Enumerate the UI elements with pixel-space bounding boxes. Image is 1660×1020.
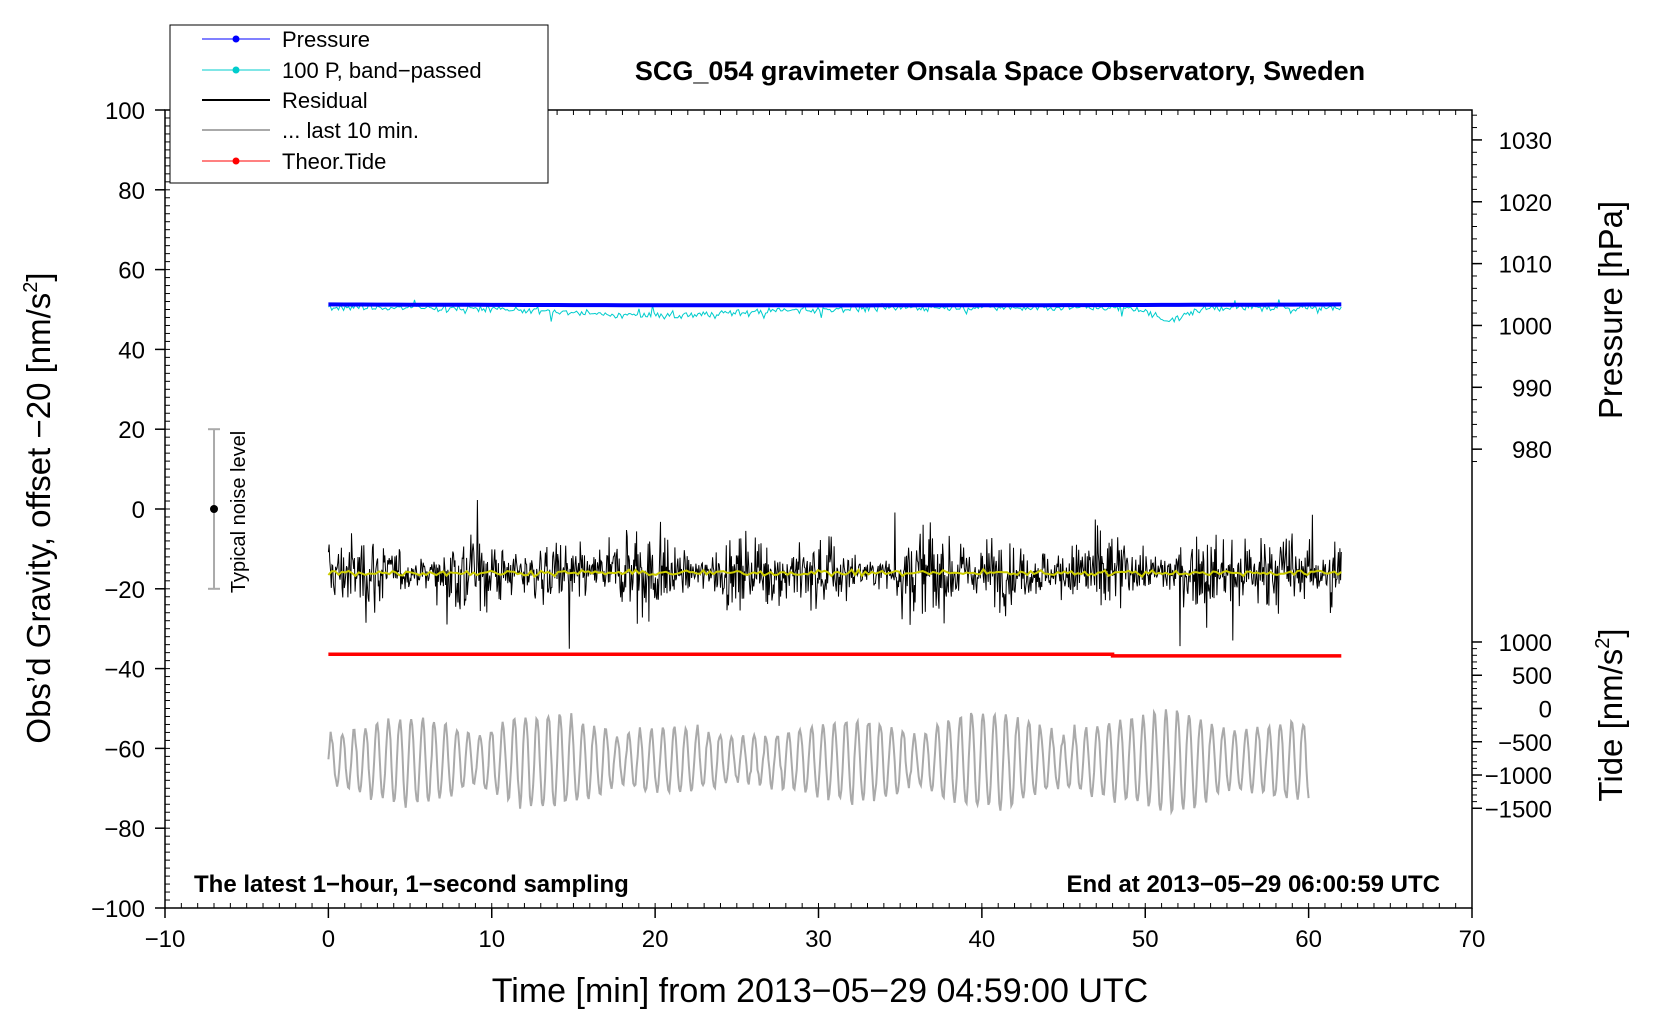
pressure-tick-label: 1000: [1499, 313, 1552, 340]
pressure-tick-label: 980: [1512, 437, 1552, 464]
y-tick-label: 40: [118, 337, 145, 364]
y-tick-label: −60: [104, 736, 145, 763]
residual-smoothed-line: [327, 567, 1342, 579]
x-axis-label: Time [min] from 2013−05−29 04:59:00 UTC: [492, 972, 1148, 1010]
x-tick-label: 60: [1295, 926, 1322, 953]
y-tick-label: 100: [105, 98, 145, 125]
tide-axis-label: Tide [nm/s2]: [1592, 628, 1629, 801]
legend-entry-residual: Residual: [202, 88, 368, 113]
x-tick-label: 70: [1459, 926, 1486, 953]
pressure-tick-label: 1010: [1499, 252, 1552, 279]
y-axis-label: Obs’d Gravity, offset −20 [nm/s2]: [20, 272, 57, 743]
legend-entry-tide: Theor.Tide: [202, 149, 386, 174]
tide-tick-label: 1000: [1499, 630, 1552, 657]
y-axis-gravity: −100 −80 −60 −40 −20 0 20 40 60 80 100: [91, 98, 165, 923]
last-10-min-line: [327, 708, 1310, 816]
y-tick-label: −80: [104, 816, 145, 843]
y-tick-label: 80: [118, 178, 145, 205]
legend-label-residual: Residual: [282, 88, 368, 113]
tide-tick-label: −500: [1498, 730, 1552, 757]
theoretical-tide-line: [328, 652, 1342, 658]
tide-tick-label: −1500: [1485, 796, 1552, 823]
tide-tick-label: 500: [1512, 663, 1552, 690]
noise-bar-center-dot: [210, 505, 219, 513]
annotation-end-time: End at 2013−05−29 06:00:59 UTC: [1066, 871, 1440, 898]
y-tick-label: 0: [132, 497, 145, 524]
x-tick-label: 30: [805, 926, 832, 953]
pressure-tick-label: 1030: [1499, 128, 1552, 155]
bandpassed-pressure-line: [328, 299, 1342, 324]
pressure-axis-label: Pressure [hPa]: [1592, 201, 1629, 419]
legend-label-last10: ... last 10 min.: [282, 118, 419, 143]
legend-label-pressure: Pressure: [282, 27, 370, 52]
pressure-tick-label: 1020: [1499, 190, 1552, 217]
tide-tick-label: −1000: [1485, 763, 1552, 790]
x-tick-label: 20: [642, 926, 669, 953]
tide-tick-label: 0: [1539, 697, 1552, 724]
noise-level-label: Typical noise level: [228, 431, 250, 593]
legend-label-bandpassed: 100 P, band−passed: [282, 58, 482, 83]
y-tick-label: 20: [118, 417, 145, 444]
legend-label-tide: Theor.Tide: [282, 149, 386, 174]
x-tick-label: 40: [969, 926, 996, 953]
series-layer: [327, 299, 1342, 816]
y-tick-label: 60: [118, 258, 145, 285]
legend: Pressure 100 P, band−passed Residual ...…: [169, 24, 549, 184]
pressure-line: [328, 302, 1342, 308]
y-axis-tide: −1500 −1000 −500 0 500 1000: [1472, 630, 1552, 823]
x-tick-label: 50: [1132, 926, 1159, 953]
y-tick-label: −100: [91, 896, 145, 923]
chart-title: SCG_054 gravimeter Onsala Space Observat…: [635, 56, 1365, 86]
pressure-tick-label: 990: [1512, 375, 1552, 402]
legend-entry-pressure: Pressure: [202, 27, 370, 52]
y-tick-label: −40: [104, 657, 145, 684]
y-tick-label: −20: [104, 577, 145, 604]
x-tick-label: 10: [478, 926, 505, 953]
x-tick-label: 0: [322, 926, 335, 953]
y-axis-pressure: 980 990 1000 1010 1020 1030: [1472, 114, 1552, 464]
legend-entry-bandpassed: 100 P, band−passed: [202, 58, 482, 83]
legend-entry-last10: ... last 10 min.: [202, 118, 419, 143]
noise-level-bar: [208, 428, 221, 590]
annotation-sampling: The latest 1−hour, 1−second sampling: [194, 871, 629, 898]
residual-line: [327, 499, 1342, 649]
x-tick-label: −10: [145, 926, 186, 953]
x-axis: −10 0 10 20 30 40 50 60 70: [145, 908, 1486, 953]
